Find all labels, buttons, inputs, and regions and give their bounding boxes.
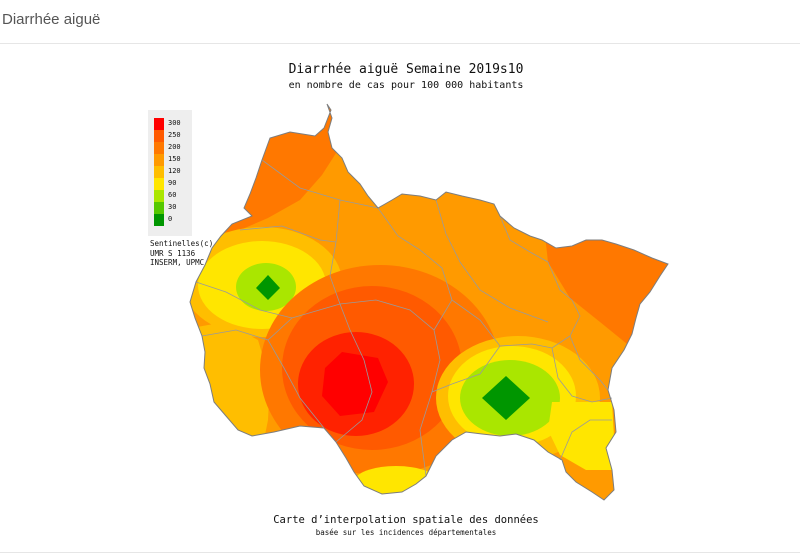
- legend-label: 150: [168, 155, 181, 163]
- legend-swatch: [154, 166, 164, 178]
- legend-label: 60: [168, 191, 177, 199]
- legend-item-0: 0: [154, 214, 190, 226]
- legend-swatch: [154, 202, 164, 214]
- legend-label: 200: [168, 143, 181, 151]
- map-footer-title: Carte d’interpolation spatiale des donné…: [273, 514, 539, 526]
- legend-swatch: [154, 190, 164, 202]
- legend-item-300: 300: [154, 118, 190, 130]
- legend-item-60: 60: [154, 190, 190, 202]
- legend-swatch: [154, 142, 164, 154]
- credit-line: INSERM, UPMC: [150, 258, 205, 267]
- legend-swatch: [154, 178, 164, 190]
- legend-item-200: 200: [154, 142, 190, 154]
- page-header: Diarrhée aiguë: [0, 0, 800, 44]
- legend-label: 30: [168, 203, 177, 211]
- credit-line: UMR S 1136: [150, 248, 196, 258]
- legend-item-90: 90: [154, 178, 190, 190]
- legend-label: 120: [168, 167, 181, 175]
- legend-label: 90: [168, 179, 177, 187]
- credit-line: Sentinelles(c): [150, 239, 214, 248]
- legend-swatch: [154, 154, 164, 166]
- legend-item-250: 250: [154, 130, 190, 142]
- map-footer-subtitle: basée sur les incidences départementales: [315, 528, 497, 537]
- map-legend: 300 250 200 150 120 90 60 30 0: [148, 110, 192, 236]
- legend-item-30: 30: [154, 202, 190, 214]
- legend-label: 250: [168, 131, 181, 139]
- legend-item-120: 120: [154, 166, 190, 178]
- legend-swatch: [154, 130, 164, 142]
- page-title: Diarrhée aiguë: [2, 11, 101, 28]
- legend-swatch: [154, 214, 164, 226]
- legend-item-150: 150: [154, 154, 190, 166]
- legend-swatch: [154, 118, 164, 130]
- map-credit: Sentinelles(c) UMR S 1136 INSERM, UPMC: [150, 239, 213, 268]
- legend-label: 300: [168, 119, 181, 127]
- legend-label: 0: [168, 215, 173, 223]
- bottom-divider: [0, 552, 800, 553]
- map-subtitle: en nombre de cas pour 100 000 habitants: [288, 80, 524, 91]
- map-title: Diarrhée aiguë Semaine 2019s10: [288, 62, 524, 77]
